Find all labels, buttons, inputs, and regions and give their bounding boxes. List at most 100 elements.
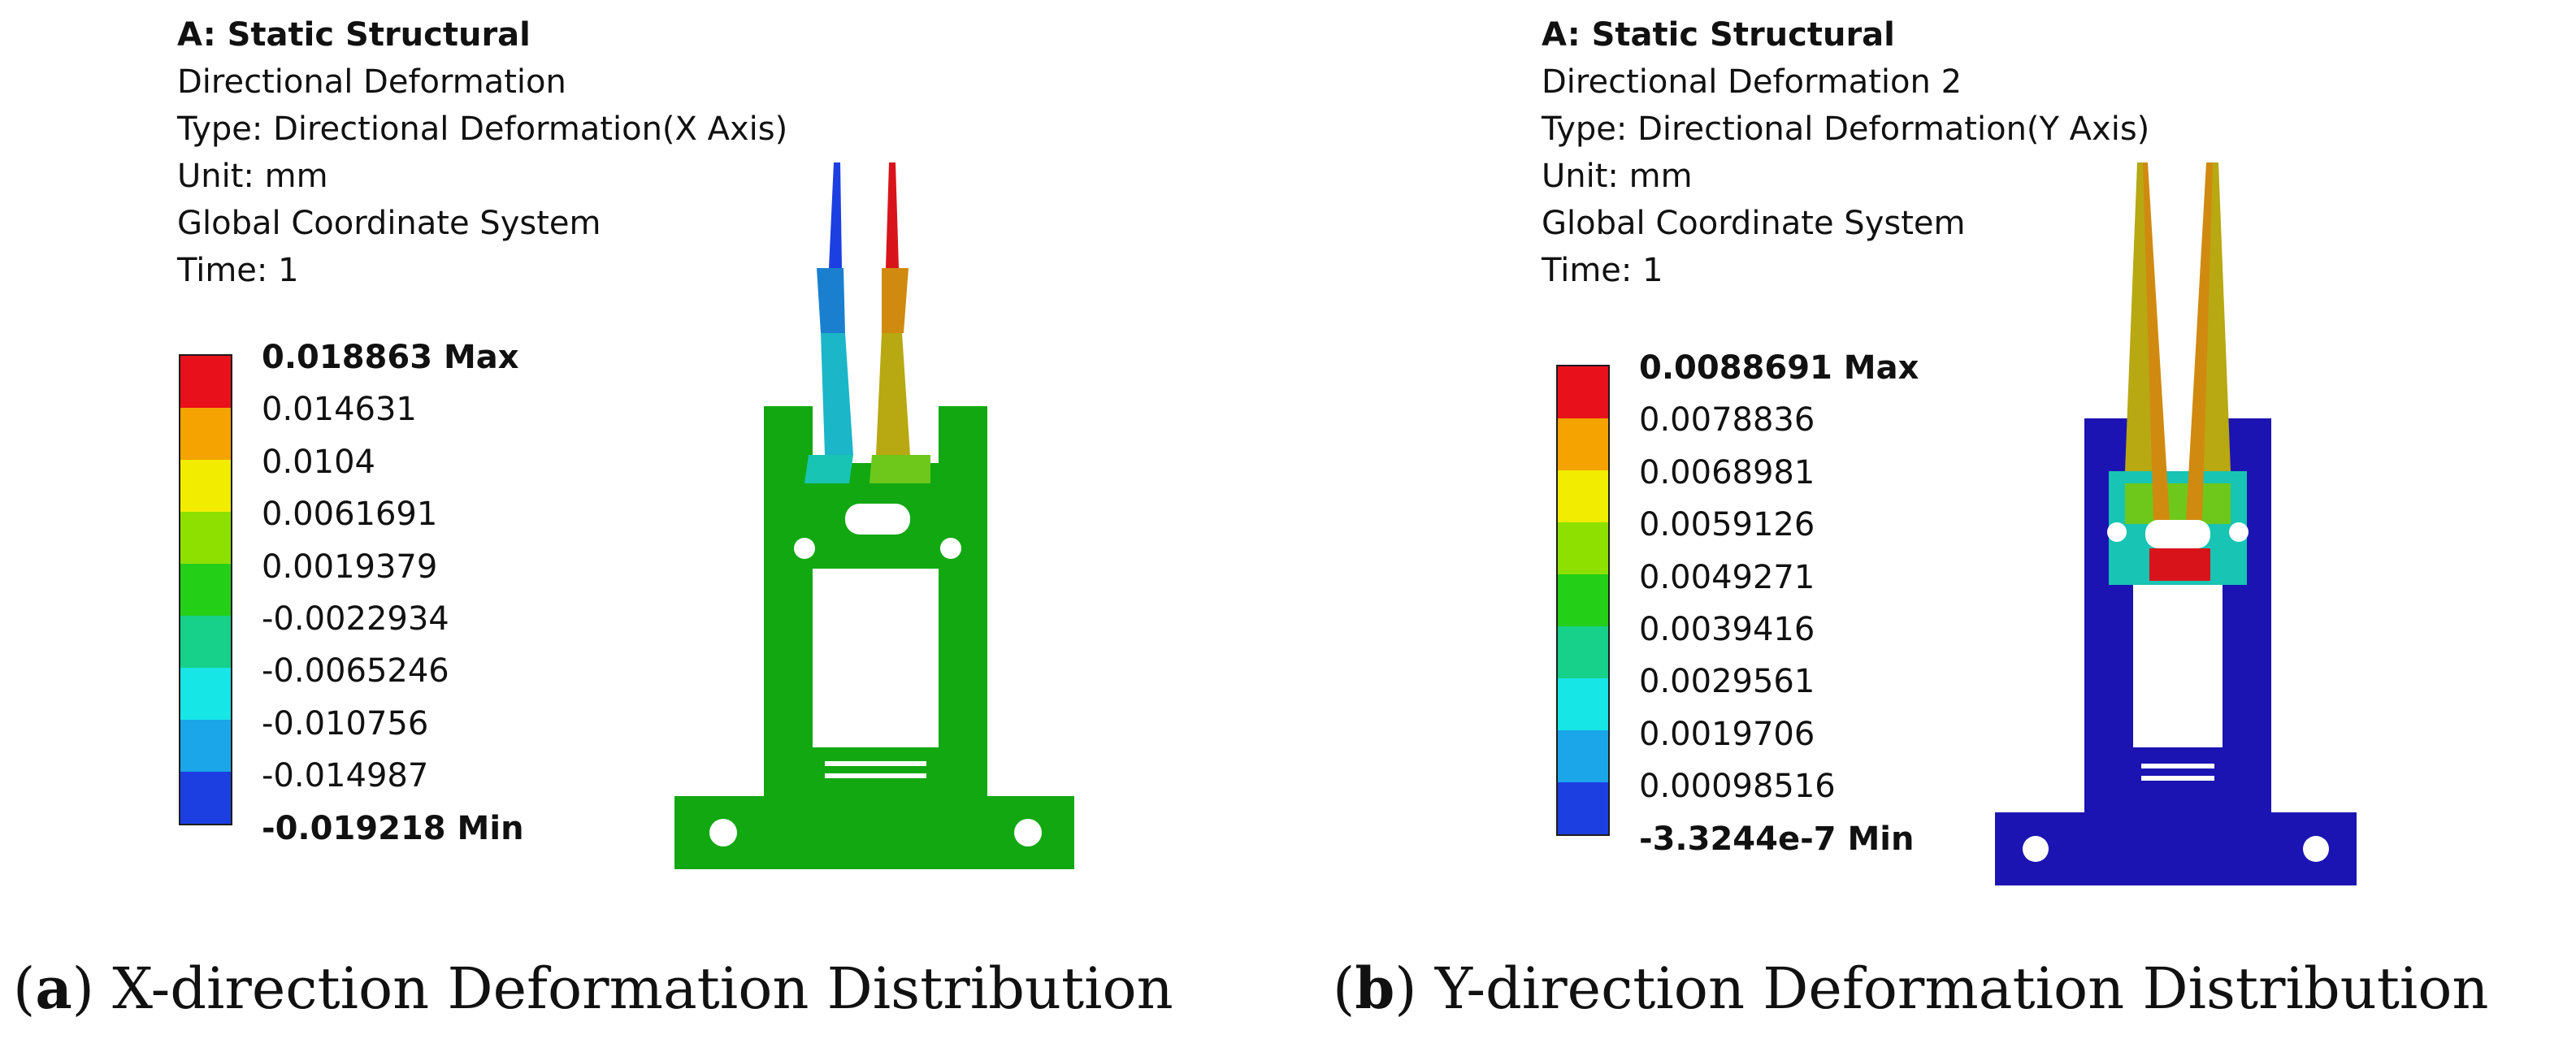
analysis-title: A: Static Structural — [177, 16, 531, 54]
color-band-6 — [180, 616, 231, 668]
base-plate — [674, 796, 1074, 869]
caption-letter: b — [1355, 955, 1395, 1022]
result-type: Type: Directional Deformation(Y Axis) — [1542, 110, 2150, 148]
result-type: Type: Directional Deformation(X Axis) — [177, 110, 788, 148]
legend-labels: 0.018863 Max 0.014631 0.0104 0.0061691 0… — [262, 341, 524, 864]
right-finger-core — [2186, 162, 2213, 520]
gripper-model-x — [674, 162, 1074, 869]
mount-hole — [709, 819, 737, 846]
result-name: Directional Deformation — [177, 63, 566, 101]
result-time: Time: 1 — [177, 252, 299, 289]
color-band-8 — [180, 720, 231, 772]
side-hole — [794, 538, 815, 559]
color-band-3 — [1558, 470, 1608, 522]
panel-y-deformation: A: Static Structural Directional Deforma… — [1288, 0, 2576, 1022]
legend-label: 0.00098516 — [1639, 768, 1836, 806]
result-unit: Unit: mm — [1542, 158, 1693, 195]
color-band-2 — [1558, 418, 1608, 470]
color-band-7 — [180, 668, 231, 720]
caption-letter: a — [35, 955, 72, 1022]
side-hole — [2229, 522, 2249, 542]
side-hole — [2107, 522, 2127, 542]
gripper-model-y — [1995, 162, 2357, 885]
lower-slot — [2141, 764, 2214, 768]
color-band-4 — [180, 512, 231, 564]
legend-min-label: -0.019218 Min — [262, 809, 524, 847]
left-finger-upper — [817, 268, 845, 333]
caption-paren: ( — [13, 955, 36, 1022]
result-unit: Unit: mm — [177, 158, 328, 195]
legend-label: 0.0061691 — [262, 496, 438, 534]
color-band-9 — [180, 772, 231, 824]
base-plate — [1995, 812, 2357, 885]
lower-slot — [825, 761, 926, 766]
color-band-5 — [1558, 574, 1608, 626]
caption-text: ) Y-direction Deformation Distribution — [1394, 955, 2489, 1022]
color-band-2 — [180, 408, 231, 460]
caption: (a) X-direction Deformation Distribution — [13, 955, 1173, 1022]
color-band-7 — [1558, 678, 1608, 730]
legend-label: 0.0059126 — [1639, 506, 1815, 544]
inner-window — [813, 569, 939, 747]
lower-slot — [2141, 776, 2214, 781]
legend-label: -0.014987 — [262, 757, 429, 795]
right-finger — [2198, 162, 2231, 471]
legend-label: 0.0039416 — [1639, 610, 1815, 648]
inner-window — [2133, 585, 2223, 747]
panel-x-deformation: A: Static Structural Directional Deforma… — [0, 0, 1288, 1022]
legend-max-label: 0.0088691 Max — [1639, 349, 1919, 387]
legend-label: -0.010756 — [262, 704, 429, 742]
legend-label: -0.0022934 — [262, 600, 449, 638]
caption: (b) Y-direction Deformation Distribution — [1333, 955, 2489, 1022]
legend-label: 0.0049271 — [1639, 558, 1815, 596]
legend-label: 0.0029561 — [1639, 663, 1815, 701]
legend-labels: 0.0088691 Max 0.0078836 0.0068981 0.0059… — [1639, 352, 1919, 875]
color-scale-bar — [1556, 365, 1610, 836]
coordinate-system: Global Coordinate System — [177, 205, 601, 242]
color-band-4 — [1558, 522, 1608, 574]
legend-label: 0.0104 — [262, 443, 375, 481]
right-finger-mid — [876, 333, 910, 455]
mount-hole — [1014, 819, 1042, 846]
coordinate-system: Global Coordinate System — [1542, 205, 1966, 242]
legend-min-label: -3.3244e-7 Min — [1639, 820, 1915, 858]
right-finger-upper — [882, 268, 909, 333]
color-scale-bar — [179, 354, 232, 825]
right-finger-tip — [886, 162, 899, 268]
lower-slot — [825, 773, 926, 778]
side-hole — [940, 538, 961, 559]
left-finger — [2125, 162, 2158, 471]
color-band-1 — [180, 356, 231, 408]
max-region — [2149, 548, 2210, 581]
legend-label: 0.014631 — [262, 391, 417, 429]
left-finger-tip — [829, 162, 842, 268]
left-finger-base — [804, 455, 853, 483]
analysis-title: A: Static Structural — [1542, 16, 1895, 54]
caption-text: ) X-direction Deformation Distribution — [72, 955, 1173, 1022]
legend-label: 0.0068981 — [1639, 453, 1815, 491]
legend-label: 0.0019379 — [262, 548, 438, 586]
result-time: Time: 1 — [1542, 252, 1663, 289]
color-band-6 — [1558, 626, 1608, 678]
caption-paren: ( — [1333, 955, 1355, 1022]
mount-hole — [2023, 836, 2049, 862]
clamp-inner — [2125, 483, 2231, 524]
color-band-1 — [1558, 366, 1608, 418]
legend-label: -0.0065246 — [262, 652, 449, 691]
color-band-5 — [180, 564, 231, 616]
result-name: Directional Deformation 2 — [1542, 63, 1962, 101]
legend-max-label: 0.018863 Max — [262, 339, 519, 376]
left-finger-core — [2143, 162, 2170, 520]
legend-label: 0.0019706 — [1639, 715, 1815, 753]
color-band-9 — [1558, 782, 1608, 834]
legend-label: 0.0078836 — [1639, 401, 1815, 439]
mount-hole — [2303, 836, 2329, 862]
result-info: A: Static Structural Directional Deforma… — [1542, 11, 2149, 294]
result-info: A: Static Structural Directional Deforma… — [177, 11, 787, 294]
color-band-8 — [1558, 730, 1608, 782]
right-finger-base — [870, 455, 930, 483]
slot-cutout — [2145, 520, 2210, 548]
left-finger-mid — [821, 333, 853, 455]
color-band-3 — [180, 460, 231, 512]
slot-cutout — [845, 504, 910, 535]
